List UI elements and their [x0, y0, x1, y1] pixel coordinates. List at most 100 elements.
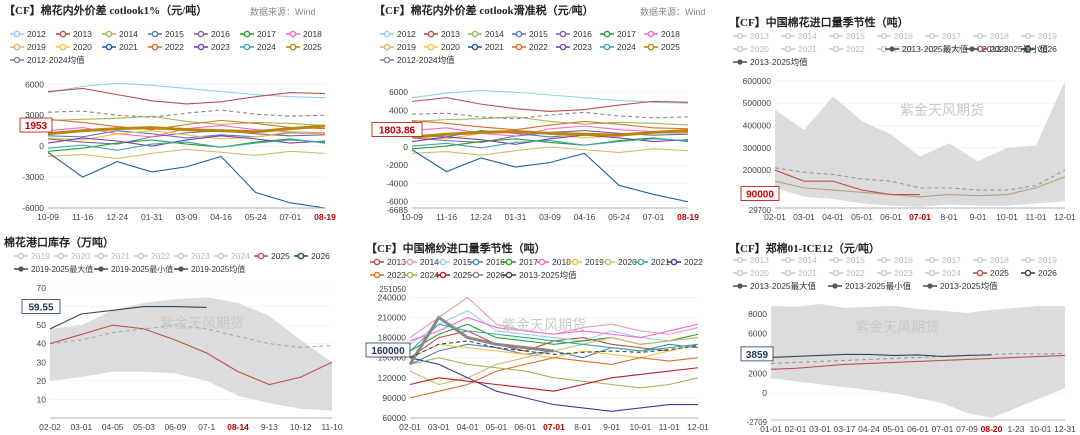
x-tick-label: 11-16	[72, 212, 93, 222]
legend-label: 2024	[942, 268, 961, 278]
legend-marker	[647, 43, 655, 51]
x-tick-label: 04-05	[102, 422, 124, 432]
legend-label: 2017	[942, 31, 961, 41]
legend-label: 2022	[846, 268, 865, 278]
legend-marker	[784, 45, 792, 53]
series-line-2025	[409, 367, 699, 392]
legend-marker	[383, 56, 391, 64]
x-tick-label: 04-24	[858, 424, 880, 434]
x-tick-label: 07-01	[909, 212, 931, 222]
legend-marker	[1024, 45, 1032, 53]
legend-marker	[928, 256, 936, 264]
x-tick-label: 05-01	[883, 424, 905, 434]
legend-marker	[736, 269, 744, 277]
x-tick-label: 12-24	[106, 212, 128, 222]
x-tick-label: 10-01	[996, 212, 1018, 222]
legend-label: 2024	[231, 251, 250, 261]
legend-label: 2014	[420, 257, 439, 267]
x-tick-label: 10-01	[1030, 424, 1052, 434]
x-tick-label: 01-31	[505, 212, 527, 222]
series-line-2019-2025均值	[49, 324, 333, 348]
legend-marker	[637, 258, 645, 266]
y-tick-label: 400000	[743, 120, 772, 130]
legend-marker	[784, 256, 792, 264]
series-line-2013	[47, 87, 326, 105]
y-tick-label: 3000	[25, 110, 44, 120]
legend-marker	[1024, 256, 1032, 264]
legend-label: 2025	[990, 44, 1009, 54]
x-tick-label: 01-01	[760, 424, 782, 434]
value-badge-box	[21, 299, 61, 314]
legend-marker	[832, 283, 838, 289]
legend-label: 2025	[990, 268, 1009, 278]
legend-marker	[471, 43, 479, 51]
value-badge: 1803.86	[379, 126, 416, 137]
chart-svg-p2: 2012 2013 2014 2015 2016 2017 2018 2019 2020 2021…	[371, 29, 699, 222]
x-tick-label: 08-20	[981, 424, 1003, 434]
legend-marker	[439, 258, 447, 266]
x-tick-label: 03-01	[428, 422, 450, 432]
legend-marker	[178, 266, 184, 272]
legend-label: 2017	[519, 257, 538, 267]
legend-label: 2023	[573, 42, 592, 52]
y-tick-label: 500000	[743, 98, 772, 108]
legend-label: 2021	[798, 268, 817, 278]
x-tick-label: 10-09	[401, 212, 423, 222]
y-tick-label: 0	[762, 388, 767, 398]
legend-marker	[559, 43, 567, 51]
legend-label: 2019	[1038, 31, 1057, 41]
chart-title: 棉花港口库存（万吨）	[4, 237, 114, 249]
legend-label: 2018	[303, 29, 322, 39]
legend-marker	[505, 271, 513, 279]
series-line-2018	[409, 316, 699, 342]
series-line-2025	[49, 324, 333, 386]
x-tick-label: 07-01	[280, 212, 302, 222]
legend-marker	[13, 43, 21, 51]
legend-marker	[57, 252, 65, 260]
value-badge-box	[19, 117, 53, 133]
legend-marker	[406, 271, 414, 279]
legend-marker	[373, 258, 381, 266]
legend-marker	[13, 30, 21, 38]
legend-label: 2026	[1038, 44, 1057, 54]
legend-label: 2016	[894, 255, 913, 265]
legend-marker	[373, 271, 381, 279]
legend-marker	[17, 252, 25, 260]
x-tick-label: 02-02	[39, 422, 61, 432]
legend-label: 2013	[387, 257, 406, 267]
x-tick-label: 07-01	[543, 422, 565, 432]
legend-label: 2018	[661, 29, 680, 39]
x-tick-label: 05-24	[245, 212, 267, 222]
value-badge: 1953	[25, 121, 48, 132]
legend-label: 2016	[211, 29, 230, 39]
legend-label: 2012	[397, 29, 416, 39]
chart-title: 【CF】棉花内外价差 cotlook1%（元/吨）	[4, 5, 208, 17]
series-line-2021	[411, 149, 689, 203]
legend-label: 2020	[73, 42, 92, 52]
x-tick-label: 01-31	[141, 212, 163, 222]
legend-marker	[737, 283, 743, 289]
legend-marker	[832, 32, 840, 40]
series-line-2022	[411, 119, 689, 131]
series-line-2022	[47, 118, 326, 131]
legend-label: 2013-2025均值	[519, 270, 577, 280]
chart-panel-cotlook1: 【CF】棉花内外价差 cotlook1%（元/吨） 数据来源：Wind 2012…	[0, 0, 345, 228]
legend-label: 2024	[420, 270, 439, 280]
legend-label: 2017	[617, 29, 636, 39]
legend-label: 2015	[453, 257, 472, 267]
legend-label: 2015	[529, 29, 548, 39]
series-line-2025	[770, 354, 1066, 370]
series-line-2014	[411, 116, 689, 126]
legend-marker	[670, 258, 678, 266]
legend-label: 2021	[798, 44, 817, 54]
x-tick-label: 04-01	[457, 422, 479, 432]
legend-label: 2022	[151, 251, 170, 261]
series-line-2013-2025均值	[770, 352, 1066, 364]
source-label: 数据来源：Wind	[640, 7, 706, 17]
x-tick-label: 03-01	[70, 422, 92, 432]
legend-marker	[737, 59, 743, 65]
legend-label: 2018	[990, 31, 1009, 41]
legend-label: 2013	[441, 29, 460, 39]
legend-label: 2019	[1038, 255, 1057, 265]
y-tick-label: 6000	[748, 329, 767, 339]
